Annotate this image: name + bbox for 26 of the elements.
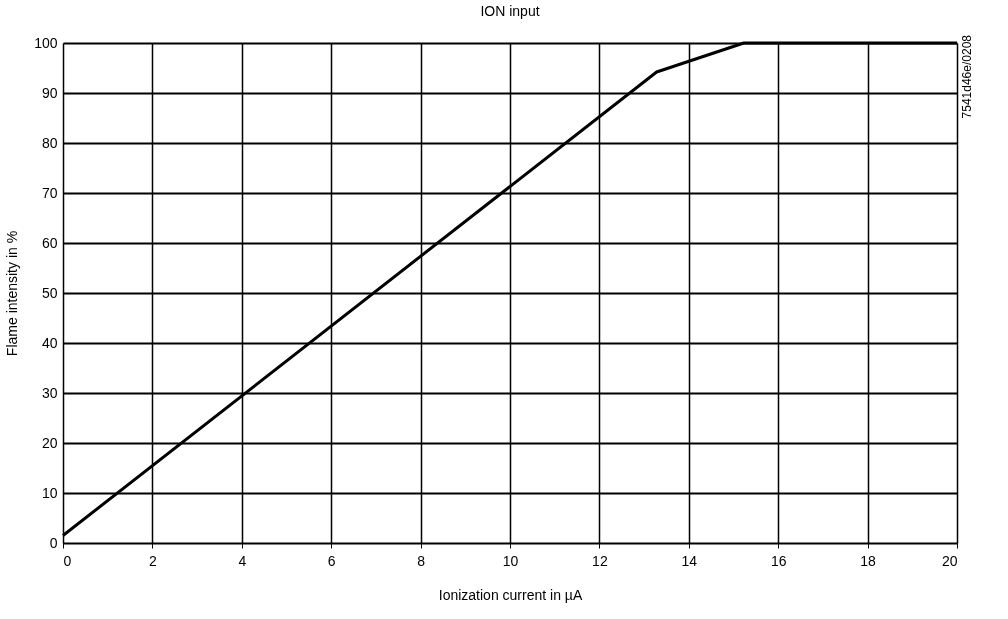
y-tick-label: 40	[41, 334, 58, 351]
y-tick-label: 50	[41, 284, 58, 301]
x-tick-label: 0	[63, 552, 72, 569]
y-tick-label: 90	[41, 84, 58, 101]
x-tick-label: 12	[592, 552, 608, 569]
y-tick-label: 70	[41, 184, 58, 201]
x-tick-label: 18	[860, 552, 877, 569]
y-tick-label: 80	[41, 134, 58, 151]
y-axis-title: Flame intensity in %	[4, 230, 21, 357]
x-tick-label: 20	[941, 552, 958, 569]
y-tick-label: 0	[49, 534, 58, 551]
y-tick-label: 100	[34, 34, 58, 51]
x-tick-label: 6	[327, 552, 336, 569]
x-tick-label: 8	[417, 552, 426, 569]
text: 7541d46e/0208	[960, 34, 974, 119]
y-tick-label: 10	[41, 484, 58, 501]
x-tick-label: 2	[149, 552, 157, 569]
y-tick-label: 30	[41, 384, 58, 401]
chart-title: ION input	[480, 3, 540, 19]
x-axis-title: Ionization current in µA	[438, 586, 583, 603]
x-tick-label: 4	[238, 552, 247, 569]
y-tick-label: 20	[41, 434, 58, 451]
x-tick-label: 14	[681, 552, 698, 569]
x-tick-label: 16	[770, 552, 787, 569]
y-tick-label: 60	[41, 234, 58, 251]
x-tick-label: 10	[502, 552, 519, 569]
